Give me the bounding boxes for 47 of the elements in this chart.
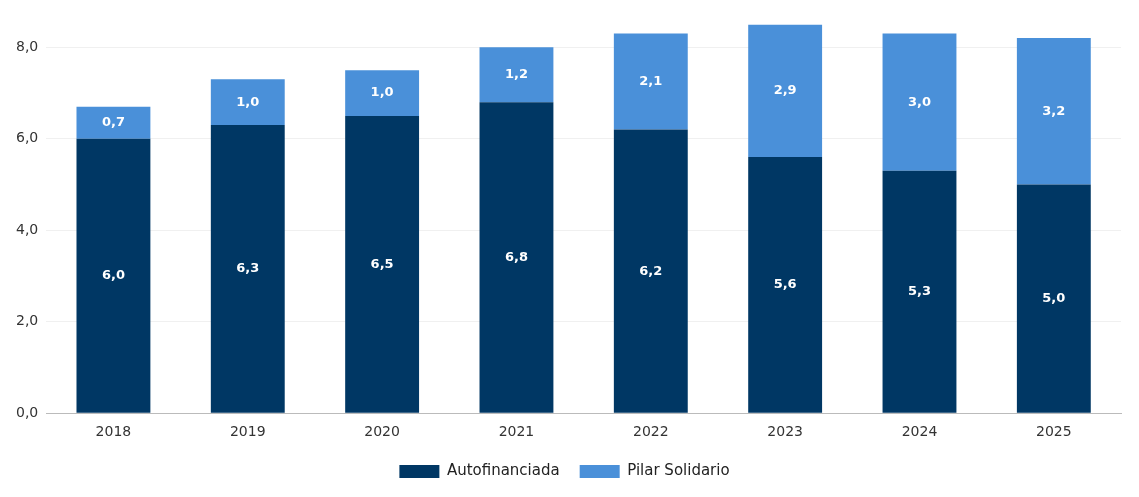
bar	[345, 70, 420, 116]
data-label: 1,2	[504, 66, 528, 82]
data-label: 5,0	[1042, 289, 1066, 305]
bar	[748, 24, 823, 158]
legend-label: Pilar Solidario	[627, 461, 730, 480]
data-label: 2,1	[639, 72, 663, 88]
bar	[882, 170, 957, 413]
data-label: 1,0	[236, 93, 260, 109]
y-tick-label: 0,0	[16, 403, 39, 420]
bar	[210, 125, 285, 413]
x-tick-label: 2021	[498, 423, 535, 440]
bar	[613, 33, 688, 130]
bar	[613, 129, 688, 413]
data-label: 2,9	[773, 82, 797, 98]
bar	[76, 106, 151, 139]
bar	[748, 157, 823, 413]
x-tick-label: 2025	[1036, 423, 1072, 440]
bar	[882, 33, 957, 171]
data-label: 5,3	[907, 283, 931, 299]
x-tick-label: 2020	[364, 423, 400, 440]
y-tick-label: 2,0	[16, 312, 39, 329]
bar	[1016, 38, 1091, 185]
data-label: 5,6	[773, 276, 797, 292]
bar	[1016, 184, 1091, 413]
legend-label: Autofinanciada	[446, 461, 560, 480]
data-label: 6,0	[101, 267, 125, 283]
y-tick-label: 4,0	[16, 220, 39, 237]
x-tick-label: 2019	[229, 423, 266, 440]
x-tick-label: 2018	[95, 423, 132, 440]
y-tick-label: 6,0	[16, 129, 39, 146]
x-tick-label: 2024	[901, 423, 938, 440]
bar	[479, 102, 554, 413]
data-label: 3,2	[1042, 102, 1066, 118]
x-tick-label: 2022	[632, 423, 669, 440]
bar	[210, 79, 285, 126]
data-label: 6,2	[639, 262, 663, 278]
data-label: 1,0	[370, 84, 394, 100]
data-label: 6,8	[504, 248, 528, 264]
x-tick-label: 2023	[767, 423, 803, 440]
data-label: 0,7	[101, 114, 125, 130]
bar	[479, 47, 554, 103]
data-label: 3,0	[907, 93, 931, 109]
data-label: 6,3	[236, 260, 260, 276]
data-label: 6,5	[370, 255, 394, 271]
y-tick-label: 8,0	[16, 37, 39, 54]
bar	[345, 115, 420, 413]
bar	[76, 138, 151, 413]
